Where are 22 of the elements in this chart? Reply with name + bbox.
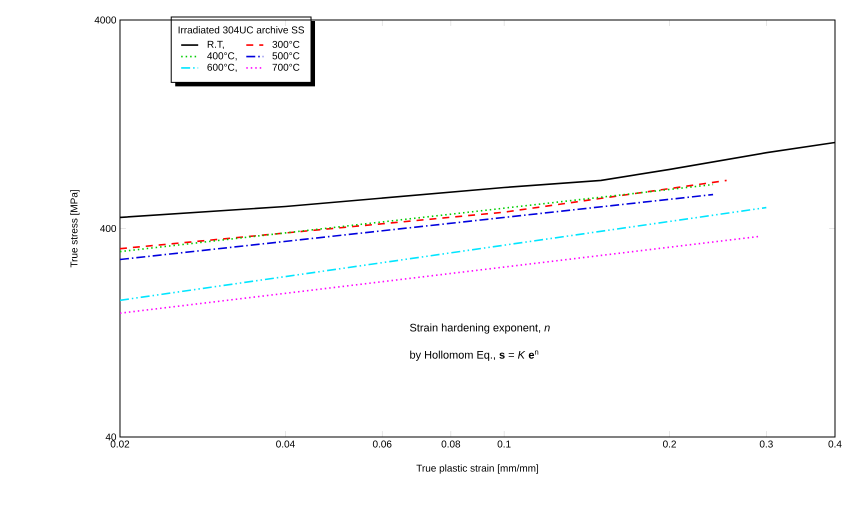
legend-label: R.T, <box>208 40 224 50</box>
legend-label: 600°C, <box>207 64 237 72</box>
y-tick-label: 4000 <box>94 16 116 24</box>
x-tick-label: 0.4 <box>828 440 842 448</box>
x-tick-label: 0.04 <box>276 440 295 448</box>
x-tick-label: 0.02 <box>110 440 130 448</box>
x-axis-title: True plastic strain [mm/mm] <box>416 464 538 474</box>
y-tick-label: 400 <box>100 224 116 232</box>
y-tick-label: 40 <box>106 433 116 441</box>
x-tick-label: 0.3 <box>760 440 773 448</box>
annotation: Strain hardening exponent, n <box>410 323 550 334</box>
legend-label: 700°C <box>272 64 300 71</box>
legend-label: 300°C <box>272 40 300 48</box>
legend-label: 500°C <box>272 52 300 60</box>
annotation: by Hollomom Eq., s = K e$^{n}$ <box>410 350 538 361</box>
legend-label: 400°C, <box>207 52 237 61</box>
x-tick-label: 0.06 <box>372 440 392 448</box>
x-tick-label: 0.08 <box>442 440 460 448</box>
x-tick-label: 0.1 <box>498 440 511 448</box>
legend-title: Irradiated 304UC archive SS <box>178 26 304 34</box>
x-tick-label: 0.2 <box>663 440 676 448</box>
y-axis-title: True stress [MPa] <box>70 190 80 268</box>
